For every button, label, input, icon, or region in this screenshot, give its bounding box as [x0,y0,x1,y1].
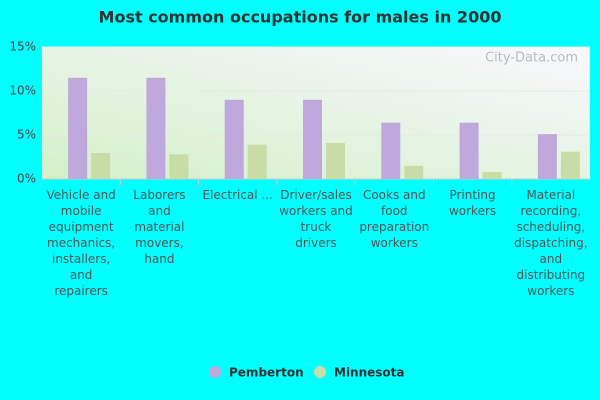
x-tick-label: Cooks and food preparation workers [359,188,430,250]
bar [404,165,424,179]
y-tick-label: 10% [9,84,36,98]
y-tick-label: 5% [17,128,36,142]
chart-title: Most common occupations for males in 200… [99,8,502,27]
x-tick-label: Electrical ... [202,188,273,202]
bar [68,77,88,179]
legend-label: Pemberton [229,366,304,380]
bar [247,144,267,179]
x-tick-label: Laborers and material movers, hand [133,188,186,266]
x-tick-label: Vehicle and mobile equipment mechanics, … [46,188,116,298]
bar [326,142,345,179]
bar [303,99,322,179]
x-tick-label: Printing workers [448,188,497,218]
bar [169,154,189,179]
bar [381,122,401,179]
legend-marker [314,366,326,378]
bar [224,99,244,179]
bar [91,153,111,179]
bar [482,171,502,179]
legend-label: Minnesota [334,366,405,380]
x-tick-label: Material recording, scheduling, dispatch… [514,188,588,298]
y-tick-label: 0% [17,172,36,186]
bar [146,77,166,179]
y-tick-label: 15% [9,40,36,54]
x-tick-label: Driver/sales workers and truck drivers [279,188,353,250]
watermark: City-Data.com [485,51,578,66]
bar [537,134,557,179]
bar [560,151,580,179]
bar [459,122,479,179]
legend-marker [209,366,221,378]
